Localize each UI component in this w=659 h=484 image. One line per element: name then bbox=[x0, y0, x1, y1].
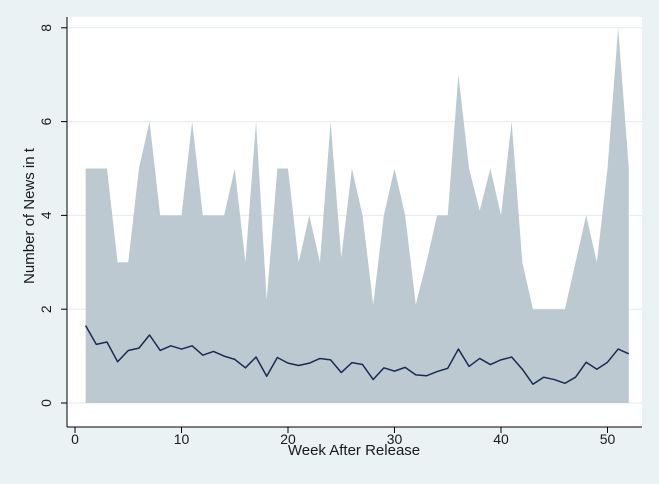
y-tick-label-2: 2 bbox=[38, 305, 54, 313]
line-series bbox=[84, 325, 630, 385]
x-tick-label-40: 40 bbox=[493, 431, 509, 447]
axes: 0 10 20 30 40 50 0 2 4 6 8 bbox=[38, 17, 642, 447]
x-tick-label-50: 50 bbox=[600, 431, 616, 447]
x-tick-label-30: 30 bbox=[387, 431, 403, 447]
y-axis-label: Number of News in t bbox=[21, 147, 38, 284]
line-series-layer bbox=[84, 325, 630, 385]
y-tick-label-4: 4 bbox=[38, 211, 54, 219]
y-tick-label-0: 0 bbox=[38, 399, 54, 407]
x-tick-label-0: 0 bbox=[71, 431, 79, 447]
x-tick-label-10: 10 bbox=[174, 431, 190, 447]
area-series-layer bbox=[85, 27, 629, 404]
area-series bbox=[85, 27, 629, 404]
y-tick-label-6: 6 bbox=[38, 117, 54, 125]
x-tick-label-20: 20 bbox=[280, 431, 296, 447]
y-tick-label-8: 8 bbox=[38, 24, 54, 32]
x-axis-label: Week After Release bbox=[288, 442, 420, 459]
